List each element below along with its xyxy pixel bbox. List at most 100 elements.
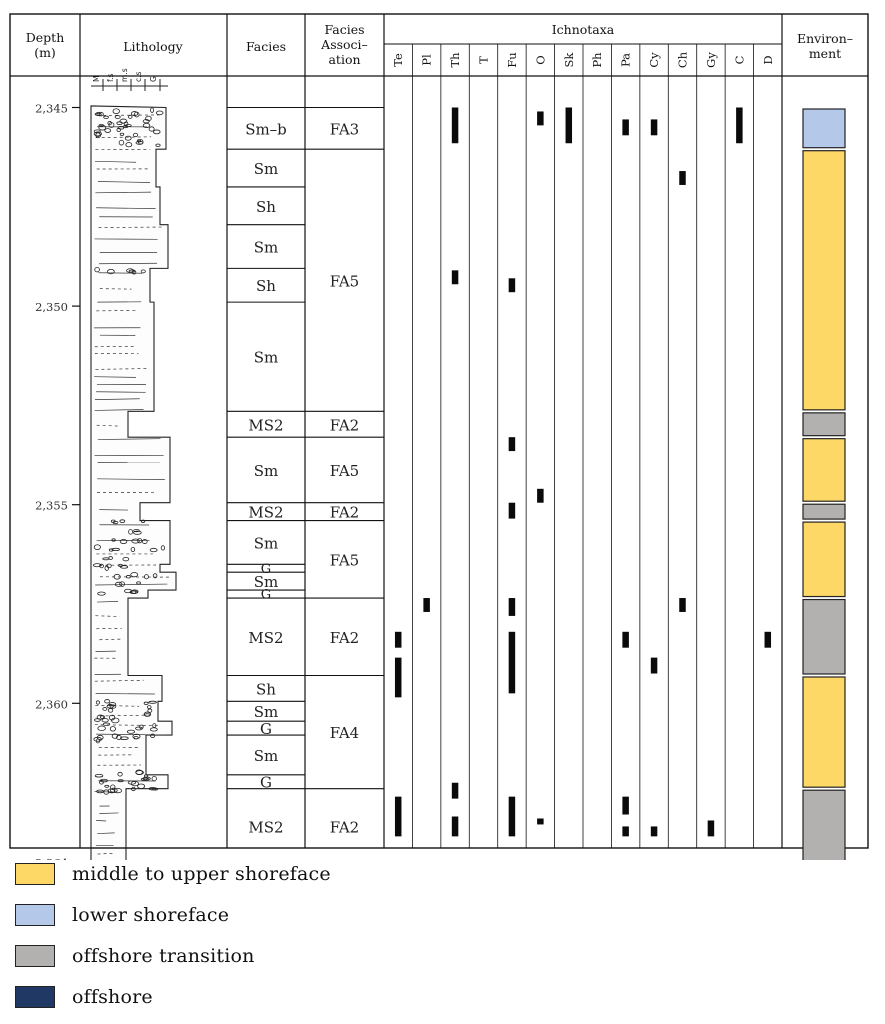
grain-scale-label: f.s: [106, 74, 115, 82]
ichnotaxa-header-ch: Ch: [676, 51, 690, 68]
facies-label: MS2: [248, 629, 283, 647]
legend-item-lower-shoreface: lower shoreface: [15, 901, 615, 942]
facies-label: Sh: [256, 277, 276, 295]
facies-label: Sm: [254, 703, 279, 721]
environment-box: [803, 504, 845, 519]
ichnotaxa-header-pl: Pl: [420, 54, 434, 66]
ichnotaxa-header-cy: Cy: [647, 52, 661, 68]
ichnotaxa-bar-fu: [509, 632, 516, 694]
ichnotaxa-header-ph: Ph: [590, 52, 604, 68]
legend-swatch: [15, 904, 55, 926]
ichnotaxa-bar-pa: [622, 632, 629, 648]
ichnotaxa-header-pa: Pa: [619, 53, 633, 67]
facies-label: Sh: [256, 680, 276, 698]
legend: middle to upper shoreface lower shorefac…: [15, 860, 615, 1024]
legend-swatch: [15, 863, 55, 885]
ichnotaxa-bar-cy: [651, 826, 658, 836]
environment-box: [803, 600, 845, 674]
facies-label: Sm: [254, 462, 279, 480]
header-depth-unit: (m): [34, 45, 56, 60]
environment-box: [803, 109, 845, 148]
legend-item-offshore: offshore: [15, 983, 615, 1024]
ichnotaxa-bar-th: [452, 817, 459, 837]
facies-association-label: FA2: [330, 819, 359, 837]
ichnotaxa-header-t: T: [477, 56, 491, 64]
ichnotaxa-bar-te: [395, 797, 402, 837]
ichnotaxa-bar-th: [452, 270, 459, 284]
facies-label: Sm: [254, 747, 279, 765]
environment-box: [803, 790, 845, 860]
ichnotaxa-bar-pa: [622, 119, 629, 135]
header-depth: Depth: [26, 30, 65, 45]
facies-label: MS2: [248, 819, 283, 837]
ichnotaxa-bar-fu: [509, 278, 516, 292]
grain-scale-label: m.s: [120, 68, 129, 82]
ichnotaxa-bar-fu: [509, 797, 516, 837]
legend-label: offshore: [72, 983, 153, 1011]
ichnotaxa-header-o: O: [533, 55, 547, 64]
grain-scale-label: G: [149, 76, 158, 82]
ichnotaxa-bar-ch: [679, 171, 686, 185]
grain-scale-label: c.s: [134, 71, 143, 82]
legend-label: middle to upper shoreface: [72, 860, 331, 888]
facies-association-label: FA5: [330, 462, 359, 480]
ichnotaxa-bar-o: [537, 489, 544, 503]
depth-tick-label: 2,345: [35, 102, 68, 116]
environment-box: [803, 439, 845, 502]
facies-column: Sm–bSmShSmShSmMS2SmMS2SmGSmGMS2ShSmGSmGM…: [227, 108, 305, 837]
header-facies-association: Associ–: [320, 37, 368, 52]
header-facies-association: Facies: [324, 22, 364, 37]
ichnotaxa-bar-th: [452, 108, 459, 144]
ichnotaxa-bar-fu: [509, 598, 516, 616]
environment-box: [803, 522, 845, 596]
ichnotaxa-bar-o: [537, 818, 544, 824]
ichnotaxa-bar-o: [537, 111, 544, 125]
legend-swatch: [15, 945, 55, 967]
ichnotaxa-header-gy: Gy: [704, 52, 718, 68]
ichnotaxa-bar-te: [395, 658, 402, 698]
environment-box: [803, 677, 845, 787]
legend-swatch: [15, 986, 55, 1008]
ichnotaxa-bar-cy: [651, 658, 658, 674]
facies-label: MS2: [248, 504, 283, 522]
ichnotaxa-header-d: D: [761, 55, 775, 64]
ichnotaxa-header-th: Th: [448, 52, 462, 68]
facies-association-label: FA5: [330, 551, 359, 569]
legend-label: offshore transition: [72, 942, 255, 970]
ichnotaxa-bar-pa: [622, 797, 629, 815]
legend-item-offshore-transition: offshore transition: [15, 942, 615, 983]
ichnotaxa-bar-sk: [566, 108, 573, 144]
facies-label: Sm: [254, 239, 279, 257]
ichnotaxa-header-c: C: [732, 55, 746, 64]
header-facies-association: ation: [328, 52, 360, 67]
facies-association-label: FA4: [330, 724, 359, 742]
ichnotaxa-header-te: Te: [391, 53, 405, 67]
ichnotaxa-bar-pl: [423, 598, 430, 612]
facies-association-label: FA5: [330, 272, 359, 290]
ichnotaxa-bar-cy: [651, 119, 658, 135]
ichnotaxa-header-sk: Sk: [562, 52, 576, 68]
header-lithology: Lithology: [123, 39, 183, 54]
facies-label: Sm: [254, 349, 279, 367]
facies-label: Sh: [256, 198, 276, 216]
environment-box: [803, 151, 845, 410]
facies-label: G: [261, 588, 271, 603]
ichnotaxa-header-fu: Fu: [505, 52, 519, 67]
ichnotaxa-bar-fu: [509, 437, 516, 451]
facies-label: Sm: [254, 160, 279, 178]
header-environment: Environ–: [797, 31, 853, 46]
facies-label: Sm: [254, 534, 279, 552]
environment-column: [803, 109, 845, 860]
header-environment: ment: [809, 46, 841, 61]
environment-box: [803, 413, 845, 436]
legend-label: lower shoreface: [72, 901, 229, 929]
facies-association-label: FA2: [330, 629, 359, 647]
legend-item-middle-upper-shoreface: middle to upper shoreface: [15, 860, 615, 901]
header-facies: Facies: [246, 39, 286, 54]
ichnotaxa-bar-c: [736, 108, 743, 144]
ichnotaxa-bar-d: [765, 632, 772, 648]
